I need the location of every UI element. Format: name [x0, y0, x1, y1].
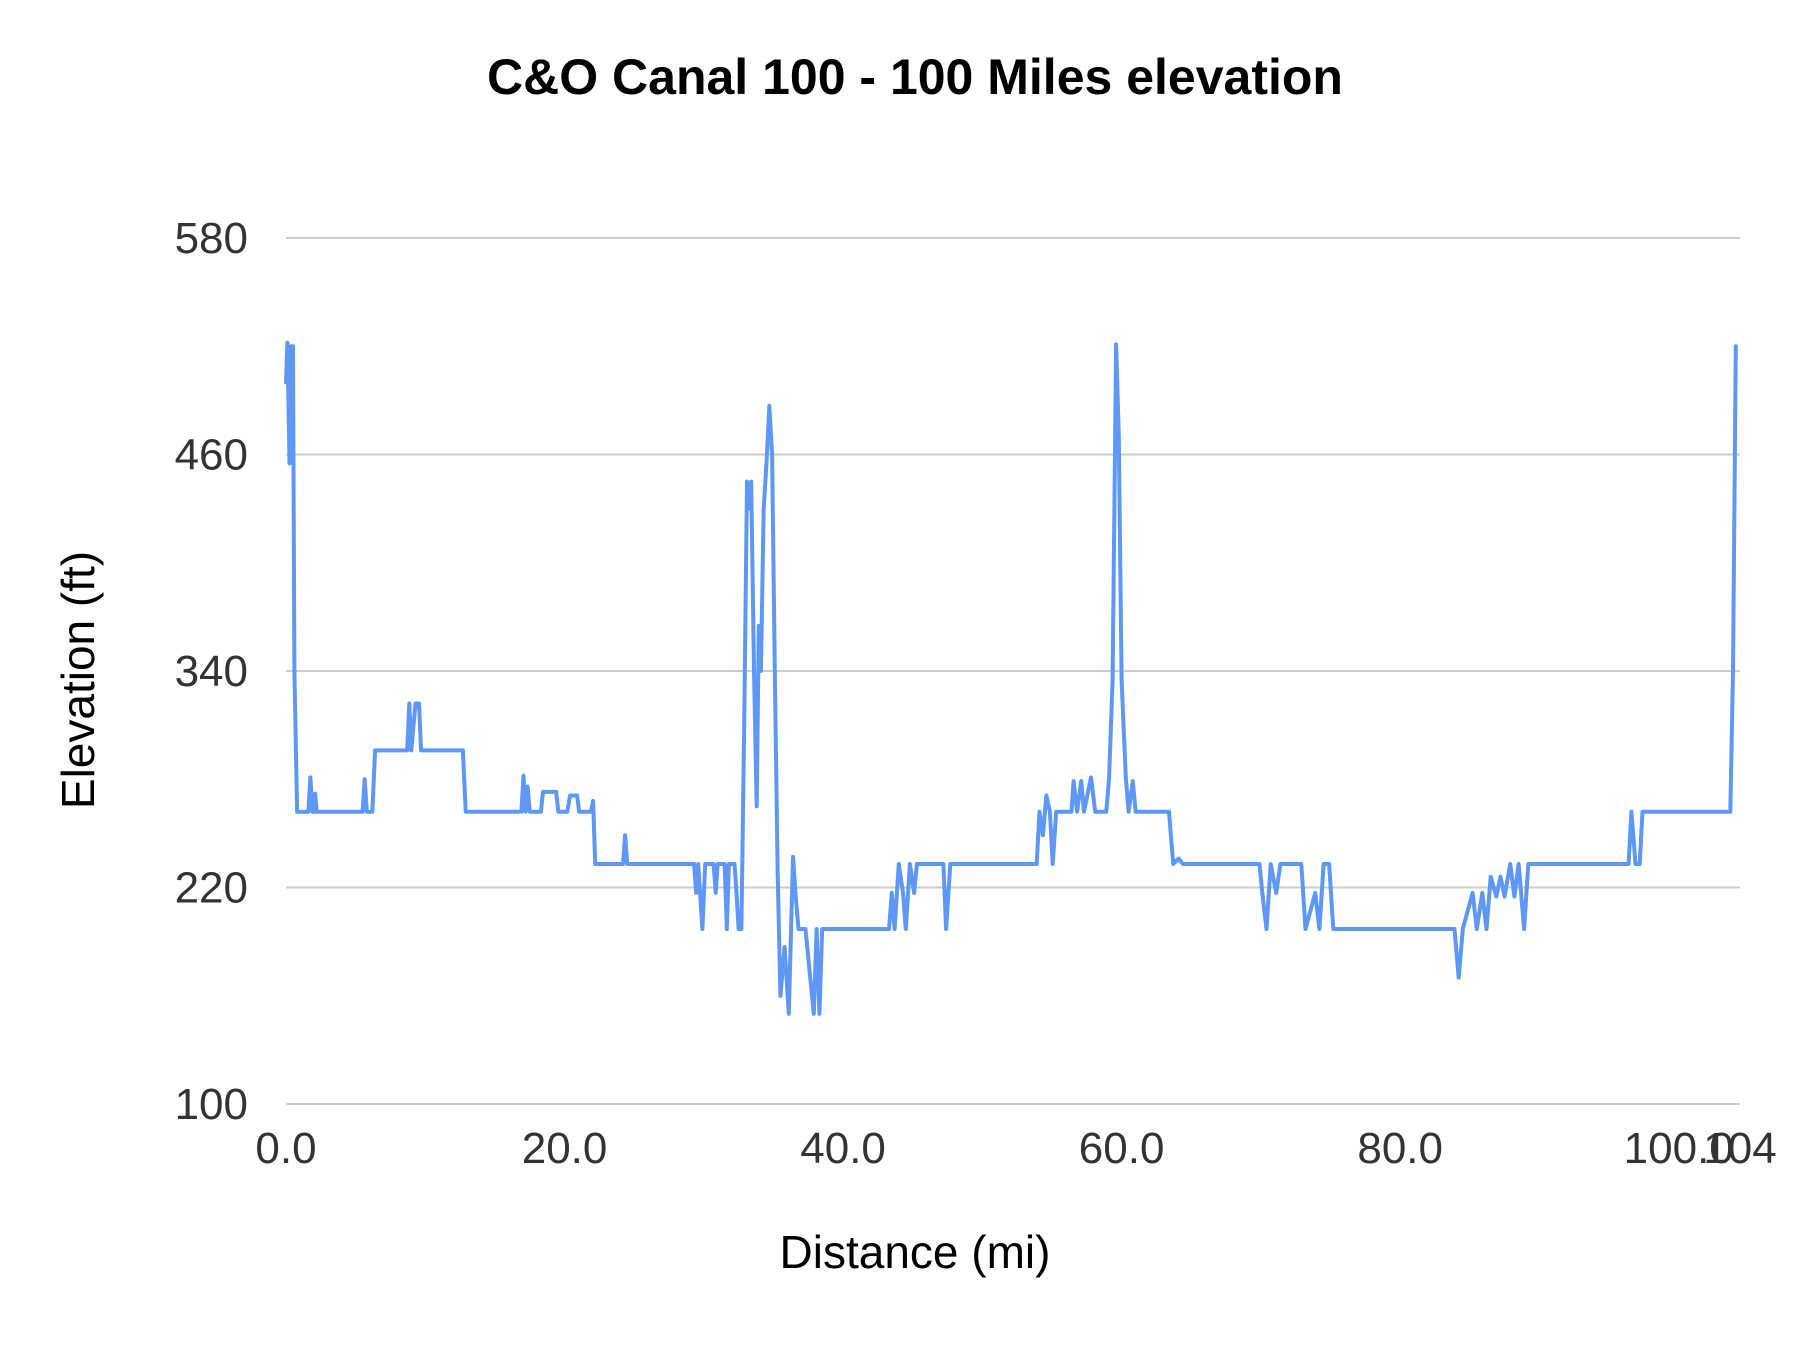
- x-tick-label: 60.0: [1079, 1124, 1165, 1173]
- x-tick-label: 20.0: [522, 1124, 608, 1173]
- x-tick-label: 0.0: [255, 1124, 316, 1173]
- x-axis-title: Distance (mi): [779, 1226, 1051, 1278]
- y-tick-label: 460: [175, 431, 248, 480]
- y-tick-label: 340: [175, 647, 248, 696]
- elevation-series-line: [284, 340, 1738, 1016]
- chart-title: C&O Canal 100 - 100 Miles elevation: [487, 49, 1343, 105]
- x-tick-label: 80.0: [1357, 1124, 1443, 1173]
- x-tick-label: 104: [1703, 1124, 1776, 1173]
- y-tick-label: 580: [175, 214, 248, 263]
- y-tick-label: 100: [175, 1080, 248, 1129]
- y-tick-label: 220: [175, 864, 248, 913]
- x-tick-label: 100.0: [1624, 1124, 1734, 1173]
- x-tick-label: 40.0: [800, 1124, 886, 1173]
